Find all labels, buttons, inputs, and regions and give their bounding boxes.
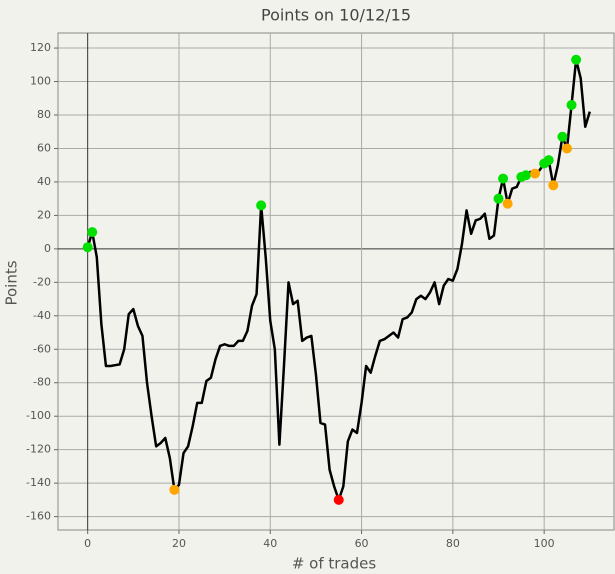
marker <box>543 155 554 166</box>
marker <box>82 242 93 253</box>
marker <box>520 170 531 181</box>
marker <box>333 494 344 505</box>
marker <box>557 131 568 142</box>
y-tick-label: -20 <box>33 275 51 288</box>
x-tick-label: 60 <box>355 537 369 550</box>
x-tick-label: 80 <box>446 537 460 550</box>
x-tick-label: 0 <box>84 537 91 550</box>
y-tick-label: -140 <box>26 476 51 489</box>
y-tick-label: 40 <box>37 175 51 188</box>
chart-title: Points on 10/12/15 <box>261 6 411 25</box>
marker <box>498 173 509 184</box>
y-tick-label: -80 <box>33 376 51 389</box>
marker <box>87 227 98 238</box>
marker <box>502 198 513 209</box>
y-tick-label: 60 <box>37 141 51 154</box>
x-tick-label: 100 <box>534 537 555 550</box>
y-tick-label: -40 <box>33 309 51 322</box>
marker <box>548 180 559 191</box>
y-tick-label: -120 <box>26 443 51 456</box>
marker <box>530 168 541 179</box>
x-tick-label: 40 <box>263 537 277 550</box>
y-tick-label: -160 <box>26 510 51 523</box>
marker <box>493 193 504 204</box>
marker <box>571 54 582 65</box>
marker <box>566 99 577 110</box>
x-tick-label: 20 <box>172 537 186 550</box>
y-axis-label: Points <box>3 260 21 305</box>
marker <box>561 143 572 154</box>
y-tick-label: 120 <box>30 41 51 54</box>
y-tick-label: -100 <box>26 409 51 422</box>
marker <box>169 484 180 495</box>
marker <box>256 200 267 211</box>
y-tick-label: 20 <box>37 208 51 221</box>
y-tick-label: 0 <box>44 242 51 255</box>
plot-frame <box>57 32 615 531</box>
y-tick-label: 100 <box>30 75 51 88</box>
y-tick-label: -60 <box>33 342 51 355</box>
x-axis-label: # of trades <box>292 555 377 573</box>
y-tick-label: 80 <box>37 108 51 121</box>
